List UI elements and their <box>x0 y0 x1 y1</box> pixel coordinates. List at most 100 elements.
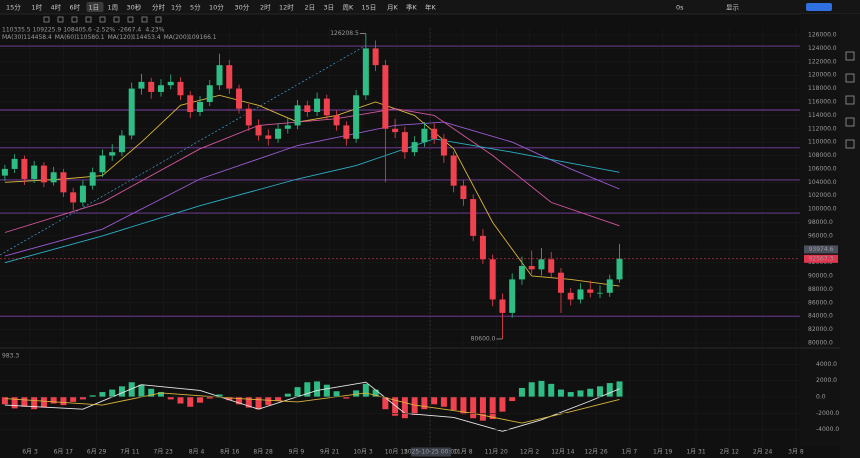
interval-button[interactable]: 10分 <box>209 3 224 12</box>
candle-body <box>518 265 525 280</box>
macd-bar <box>557 389 564 397</box>
candle-body <box>99 155 106 173</box>
interval-button[interactable]: 1时 <box>32 3 43 12</box>
toolbar-button[interactable] <box>806 3 832 11</box>
candle-body <box>323 98 330 116</box>
interval-button[interactable]: 12时 <box>279 3 294 12</box>
interval-button[interactable]: 季K <box>406 3 418 12</box>
sidebar-icon[interactable] <box>845 73 855 83</box>
interval-button[interactable]: 2时 <box>260 3 271 12</box>
tool-icon[interactable] <box>43 16 50 23</box>
x-tick-label: 12月 26 <box>585 449 608 456</box>
y-tick-label: 108000.0 <box>808 152 837 159</box>
interval-button[interactable]: 15日 <box>362 4 377 12</box>
tool-icon[interactable] <box>57 16 64 23</box>
macd-bar <box>31 396 38 410</box>
candle-body <box>79 185 86 203</box>
toolbar-item[interactable]: 0s <box>676 4 684 12</box>
candle-body <box>353 95 360 139</box>
sidebar-icon[interactable] <box>845 51 855 61</box>
tool-icon[interactable] <box>71 16 78 23</box>
tool-icon[interactable] <box>85 16 92 23</box>
candle-body <box>255 125 262 136</box>
interval-button[interactable]: 周K <box>343 4 355 12</box>
sidebar-icon[interactable] <box>845 139 855 149</box>
interval-button[interactable]: 年K <box>425 3 437 12</box>
interval-button[interactable]: 30秒 <box>127 3 142 12</box>
candle-body <box>557 272 564 293</box>
y-tick-label: 102000.0 <box>808 192 837 199</box>
tool-icon[interactable] <box>155 16 162 23</box>
interval-button[interactable]: 15分 <box>6 3 21 12</box>
candle-body <box>450 155 457 186</box>
macd-bar <box>255 396 262 410</box>
candle-body <box>245 108 252 126</box>
legend-name: MA(60) <box>55 34 77 41</box>
sidebar-icon[interactable] <box>845 95 855 105</box>
interval-button[interactable]: 2日 <box>305 4 316 12</box>
interval-button[interactable]: 30分 <box>235 3 250 12</box>
macd-bar <box>323 384 330 397</box>
macd-bar <box>567 392 574 397</box>
interval-button[interactable]: 1日 <box>89 4 100 12</box>
crosshair-label: 2025-10-25 00:00 <box>404 449 458 456</box>
x-tick-label: 6月 17 <box>54 449 74 456</box>
macd-bar <box>304 382 311 397</box>
crosshair-label-bg <box>411 447 451 457</box>
macd-bar <box>128 382 135 397</box>
legend-value: 4.23% <box>145 27 164 34</box>
candle-body <box>401 132 408 153</box>
candle-body <box>509 279 516 313</box>
tool-icon[interactable] <box>127 16 134 23</box>
y-tick-label: -4000.0 <box>816 426 839 433</box>
macd-bar <box>489 396 496 420</box>
candle-body <box>236 88 243 109</box>
macd-bar <box>470 396 477 419</box>
y-tick-label: 82000.0 <box>808 326 833 333</box>
interval-button[interactable]: 4时 <box>51 3 62 12</box>
x-tick-label: 1月 31 <box>686 449 706 456</box>
macd-bar <box>197 396 203 403</box>
x-tick-label: 10月 15 <box>385 449 408 456</box>
tool-icon[interactable] <box>113 16 120 23</box>
legend-number: 114453.4 <box>132 34 161 41</box>
candle-body <box>31 165 38 179</box>
macd-bar <box>70 396 77 402</box>
interval-button[interactable]: 分时 <box>152 3 166 12</box>
interval-button[interactable]: 5分 <box>190 3 201 12</box>
legend-name: MA(200) <box>164 34 189 41</box>
interval-button[interactable]: 6时 <box>70 3 81 12</box>
candle-body <box>470 199 477 236</box>
y-tick-label: 2000.0 <box>816 377 837 384</box>
interval-button[interactable]: 1周 <box>108 4 119 12</box>
indicator-line <box>4 138 620 264</box>
legend-number: 109166.1 <box>188 34 217 41</box>
interval-active <box>86 2 104 12</box>
macd-bar <box>479 396 486 421</box>
candle-body <box>157 85 164 92</box>
price-tag <box>804 254 838 263</box>
candle-body <box>528 265 535 270</box>
interval-button[interactable]: 3日 <box>324 4 335 12</box>
candle-body <box>548 259 555 273</box>
interval-button[interactable]: 1分 <box>171 3 182 12</box>
tool-icon[interactable] <box>141 16 148 23</box>
tool-icon[interactable] <box>99 16 106 23</box>
y-tick-label: 100000.0 <box>808 206 837 213</box>
macd-bar <box>167 396 174 400</box>
macd-bar <box>411 396 418 415</box>
macd-bar <box>294 387 301 397</box>
toolbar-item[interactable]: 显示 <box>726 4 740 12</box>
legend-name: MA(30) <box>2 34 24 41</box>
y-tick-label: 124000.0 <box>808 45 837 52</box>
macd-bar <box>60 396 67 406</box>
y-tick-label: 98000.0 <box>808 219 833 226</box>
macd-label: 983.3 <box>2 353 19 360</box>
interval-button[interactable]: 月K <box>387 4 399 12</box>
macd-bar <box>177 396 184 404</box>
candle-body <box>40 165 47 183</box>
sidebar-icon[interactable] <box>845 117 855 127</box>
macd-bar <box>157 392 164 397</box>
